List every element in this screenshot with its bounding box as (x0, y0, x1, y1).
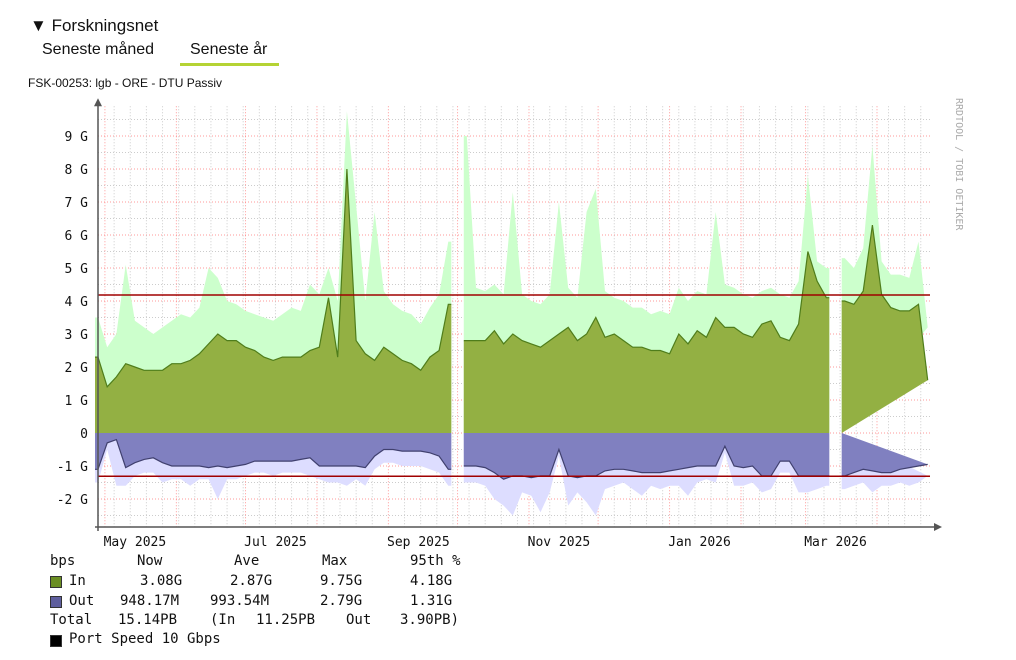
legend-out-max: 2.79G (320, 593, 363, 609)
legend-total-out: 3.90PB) (400, 612, 460, 628)
in-average-line (95, 168, 452, 388)
x-tick-label: Nov 2025 (528, 535, 591, 550)
out-average-area (841, 433, 928, 476)
legend-header-95th: 95th % (410, 553, 461, 569)
x-tick-label: Jul 2025 (244, 535, 307, 550)
x-tick-label: Mar 2026 (804, 535, 867, 550)
legend-unit: bps (50, 553, 76, 569)
y-tick-label: 4 G (65, 295, 89, 310)
out-average-area (95, 433, 452, 470)
legend-header-max: Max (322, 553, 348, 569)
watermark: RRDTOOL / TOBI OETIKER (953, 98, 964, 231)
legend-in-95th: 4.18G (410, 573, 453, 589)
traffic-chart: 9 G 8 G 7 G 6 G 5 G 4 G 3 G 2 G 1 G 0 -1 G -2 G May… (57, 98, 964, 550)
y-tick-label: 6 G (65, 229, 89, 244)
x-tick-label: Sep 2025 (387, 535, 450, 550)
triangle-down-icon[interactable]: ▼ (30, 16, 47, 35)
tab-seneste-maaned[interactable]: Seneste måned (42, 41, 155, 58)
legend-out-95th: 1.31G (410, 593, 453, 609)
legend-out-now: 948.17M (120, 593, 180, 609)
x-tick-label: May 2025 (104, 535, 167, 550)
y-tick-label: -1 G (57, 460, 88, 475)
legend-port-speed: Port Speed 10 Gbps (69, 631, 221, 647)
out-average-area (463, 433, 830, 480)
legend-total-in-label: (In (210, 612, 236, 628)
legend-header-now: Now (137, 553, 163, 569)
lines (95, 168, 930, 480)
legend-in-label: In (69, 573, 86, 589)
y-axis-labels: 9 G 8 G 7 G 6 G 5 G 4 G 3 G 2 G 1 G 0 -1 G -2 G (57, 130, 88, 508)
y-axis-arrow-icon (94, 98, 102, 107)
legend-total-out-label: Out (346, 612, 372, 628)
tab-seneste-aar[interactable]: Seneste år (180, 41, 280, 66)
legend-total-label: Total (50, 612, 93, 628)
legend-header-ave: Ave (234, 553, 260, 569)
areas (95, 111, 928, 516)
graph-title: FSK-00253: lgb - ORE - DTU Passiv (28, 76, 223, 90)
legend-in-now: 3.08G (140, 573, 183, 589)
in-average-line (463, 251, 830, 355)
y-tick-label: 5 G (65, 262, 89, 277)
out-swatch (50, 596, 62, 608)
x-tick-label: Jan 2026 (668, 535, 731, 550)
in-average-area (841, 225, 928, 433)
in-average-area (95, 169, 452, 433)
port-speed-swatch (50, 635, 62, 647)
legend-total-value: 15.14PB (118, 612, 178, 628)
in-swatch (50, 576, 62, 588)
y-tick-label: 2 G (65, 361, 89, 376)
y-tick-label: 0 (80, 427, 88, 442)
y-tick-label: -2 G (57, 493, 88, 508)
y-tick-label: 7 G (65, 196, 89, 211)
x-axis-labels: May 2025 Jul 2025 Sep 2025 Nov 2025 Jan 2026… (104, 535, 867, 550)
y-tick-label: 9 G (65, 130, 89, 145)
out-average-line (95, 438, 452, 470)
axes (94, 98, 942, 532)
y-tick-label: 1 G (65, 394, 89, 409)
section-header[interactable]: ▼ Forskningsnet (30, 16, 158, 36)
y-tick-label: 8 G (65, 163, 89, 178)
legend-in-max: 9.75G (320, 573, 363, 589)
legend-total-in: 11.25PB (256, 612, 316, 628)
legend-in-ave: 2.87G (230, 573, 273, 589)
y-tick-label: 3 G (65, 328, 89, 343)
section-title: Forskningsnet (51, 16, 159, 35)
x-axis-arrow-icon (934, 523, 942, 532)
in-average-area (463, 251, 830, 433)
legend-out-ave: 993.54M (210, 593, 270, 609)
out-average-line (841, 463, 928, 477)
legend-out-label: Out (69, 593, 95, 609)
